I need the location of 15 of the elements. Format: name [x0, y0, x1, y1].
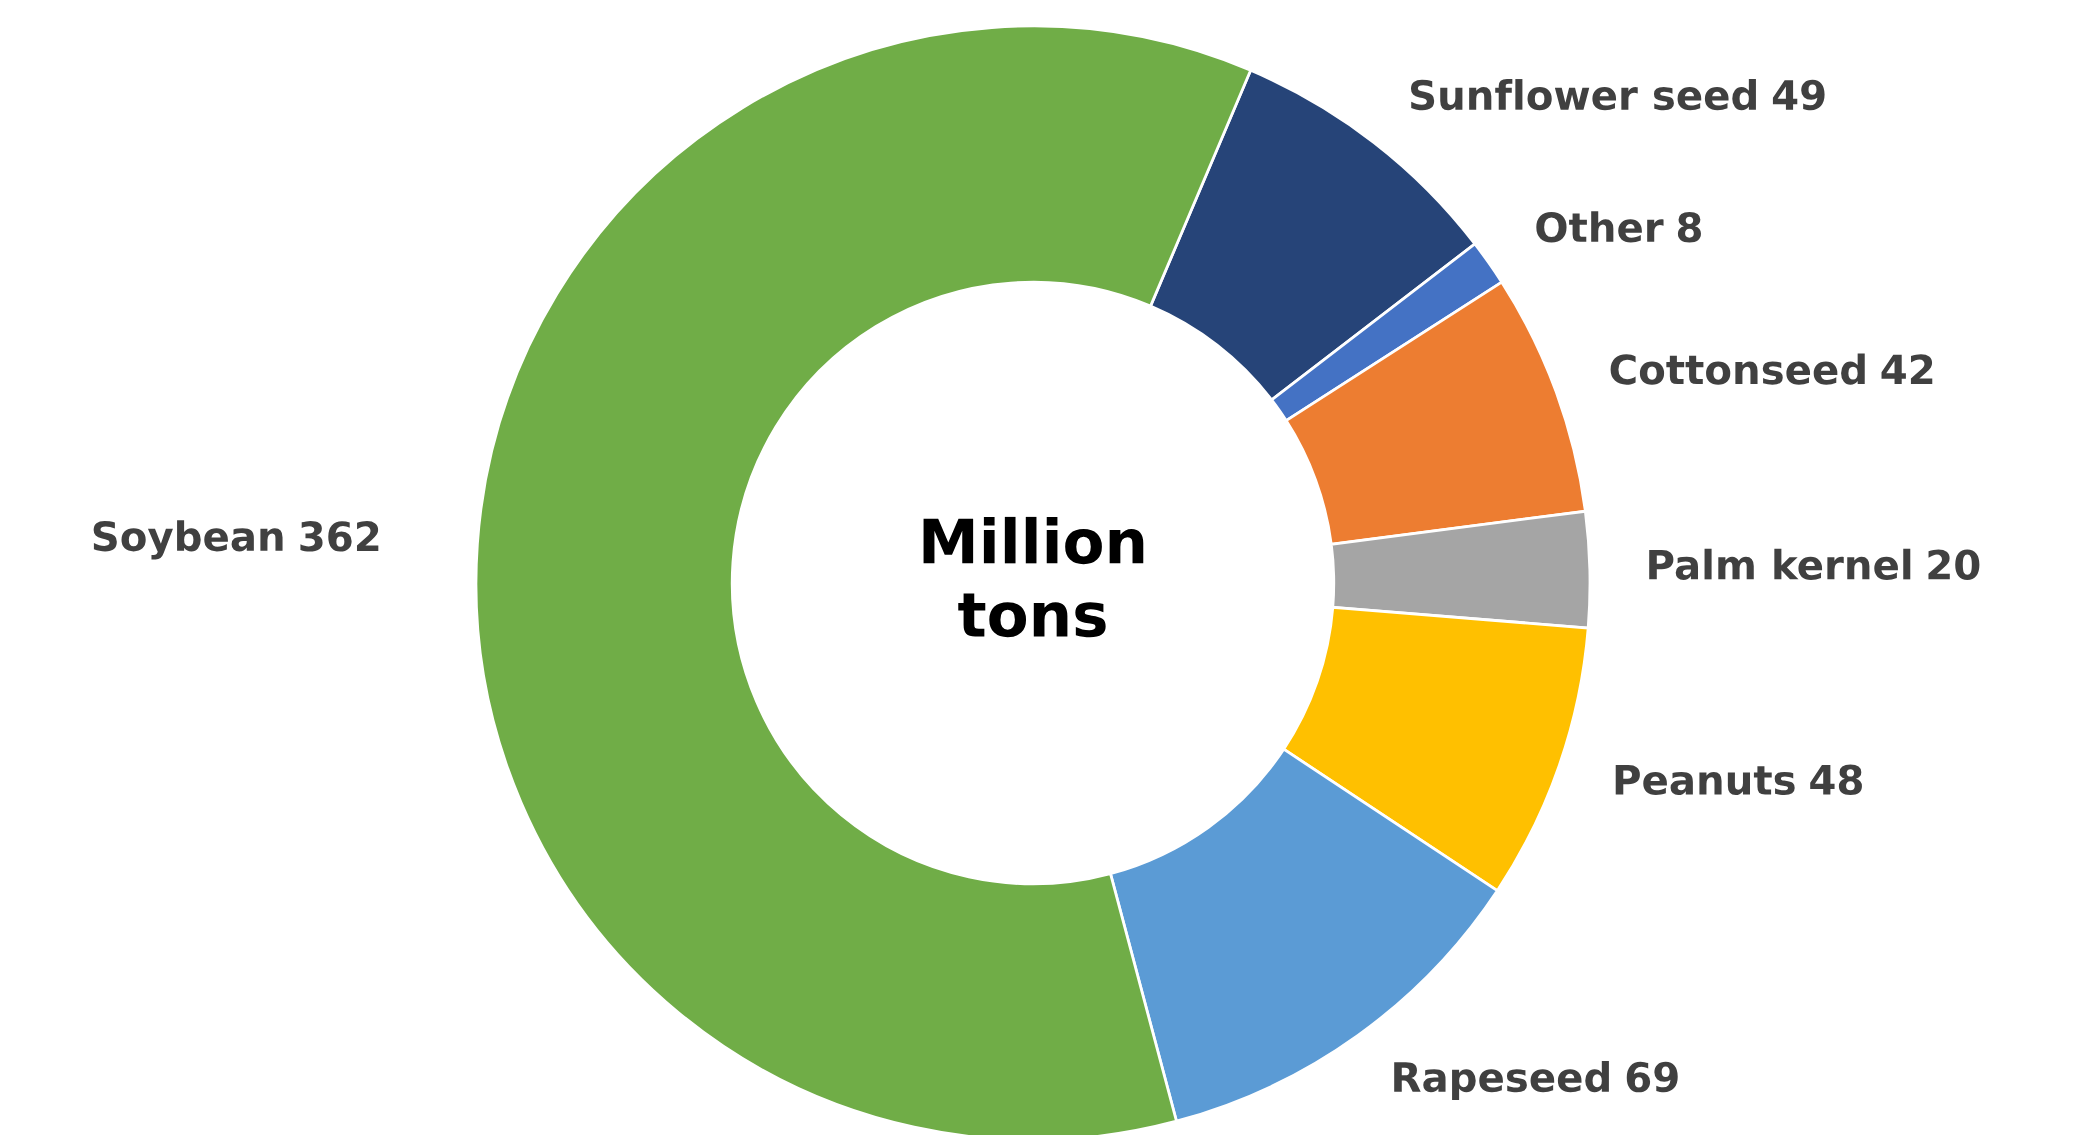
data-label: 20	[1928, 549, 1980, 580]
data-label: 69	[1626, 1061, 1678, 1093]
slice-label: Cottonseed	[1610, 353, 1865, 385]
slice-label: Other	[1536, 211, 1664, 243]
slice-label: Sunflower seed	[1410, 79, 1756, 111]
slice-label: Peanuts	[1615, 765, 1795, 796]
data-label: 49	[1772, 79, 1825, 111]
data-label: 362	[300, 521, 379, 552]
text: Million tons	[923, 516, 1144, 638]
data-label: 42	[1881, 354, 1933, 385]
data-label: 8	[1677, 211, 1701, 243]
slice-label: Soybean	[93, 520, 283, 560]
data-label: 48	[1810, 764, 1862, 796]
slice-label: Palm kernel	[1649, 548, 1911, 580]
slice-label: Rapeseed	[1394, 1061, 1609, 1101]
